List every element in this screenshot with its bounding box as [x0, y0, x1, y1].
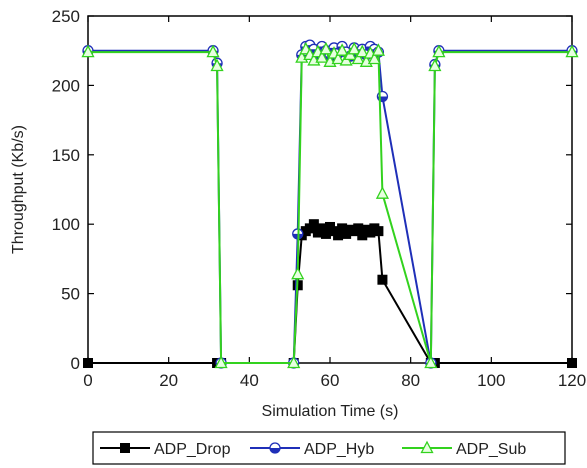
- data-point: [347, 41, 361, 55]
- data-point: [210, 58, 224, 72]
- data-point: [291, 266, 305, 280]
- data-point: [424, 355, 438, 369]
- data-point: [319, 41, 333, 55]
- data-point: [373, 226, 384, 237]
- series-layer: [81, 39, 579, 369]
- legend-box: [92, 431, 566, 465]
- x-tick-label: 40: [240, 371, 259, 390]
- x-tick-label: 0: [83, 371, 92, 390]
- series-adp-hyb: [82, 39, 578, 369]
- data-point: [371, 43, 385, 56]
- series-line: [88, 222, 572, 364]
- data-point: [331, 51, 345, 65]
- y-tick-label: 150: [52, 146, 80, 165]
- legend-label: ADP_Hyb: [304, 441, 374, 458]
- axes: 0 20 40 60 80 100 120 0 50 100 150 200 250: [52, 7, 587, 390]
- marker-fill: [270, 448, 280, 453]
- x-tick-label: 100: [477, 371, 505, 390]
- data-point: [206, 44, 220, 58]
- data-point: [335, 43, 349, 56]
- y-axis-label: Throughput (Kb/s): [10, 125, 27, 254]
- data-point: [428, 58, 442, 72]
- data-point: [214, 355, 228, 369]
- plot-frame: [87, 15, 573, 364]
- legend-label: ADP_Drop: [154, 441, 231, 458]
- x-tick-label: 20: [159, 371, 178, 390]
- y-tick-label: 250: [52, 7, 80, 26]
- data-point: [355, 44, 369, 58]
- legend-marker: [269, 442, 281, 454]
- data-point: [315, 50, 329, 63]
- data-point: [287, 355, 301, 369]
- data-point: [375, 186, 390, 199]
- y-tick-label: 0: [71, 354, 80, 373]
- x-tick-label: 80: [401, 371, 420, 390]
- series-line: [88, 43, 572, 364]
- x-tick-label: 120: [558, 371, 586, 390]
- series-adp-sub: [81, 41, 579, 369]
- legend-entry: ADP_Sub: [402, 440, 526, 458]
- data-point: [81, 44, 95, 58]
- legend-label: ADP_Sub: [456, 441, 526, 458]
- legend-entry: ADP_Hyb: [250, 441, 374, 458]
- data-point: [83, 358, 93, 368]
- data-point: [565, 44, 579, 58]
- legend: ADP_Drop ADP_Hyb ADP_Sub: [92, 431, 566, 465]
- x-tick-label: 60: [321, 371, 340, 390]
- legend-marker: [420, 440, 434, 454]
- data-point: [567, 358, 577, 368]
- y-tick-label: 100: [52, 215, 80, 234]
- x-axis-label: Simulation Time (s): [262, 403, 399, 420]
- y-tick-label: 200: [52, 76, 80, 95]
- y-tick-label: 50: [61, 285, 80, 304]
- legend-entry: ADP_Drop: [100, 441, 231, 458]
- data-point: [432, 44, 446, 58]
- data-point: [367, 51, 381, 65]
- data-point: [351, 51, 365, 65]
- series-adp-drop: [83, 219, 577, 368]
- data-point: [377, 274, 388, 285]
- legend-marker: [120, 443, 130, 453]
- series-line: [88, 46, 572, 364]
